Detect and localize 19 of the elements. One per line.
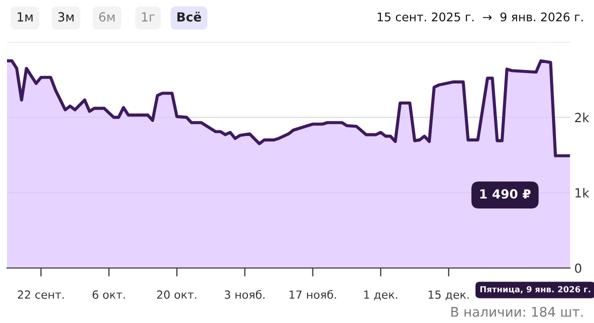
text: Пятница, 9 янв. 2026 г. [480, 286, 590, 294]
text: 6м [99, 12, 115, 22]
text: В наличии: 184 шт. [451, 306, 583, 317]
text: 15 сент. 2025 г. → 9 янв. 2026 г. [378, 12, 583, 22]
text: Всё [177, 12, 202, 22]
y-tick-label: 0 [574, 263, 582, 273]
text: 3м [58, 12, 74, 22]
x-tick-label: 3 нояб. [224, 290, 264, 299]
text: 1г [142, 12, 155, 22]
x-tick-label: 20 окт. [157, 290, 196, 299]
x-tick-label: 1 дек. [364, 290, 398, 300]
annotation: 1 490 ₽ [480, 189, 531, 199]
x-tick-label: 15 дек. [428, 290, 469, 300]
y-tick-label: 1k [576, 188, 590, 198]
y-tick-label: 2k [575, 112, 590, 122]
x-tick-label: 6 окт. [92, 290, 125, 299]
x-tick-label: 22 сент. [18, 290, 64, 299]
text: 1м [18, 12, 33, 22]
x-tick-label: 17 нояб. [290, 290, 336, 299]
